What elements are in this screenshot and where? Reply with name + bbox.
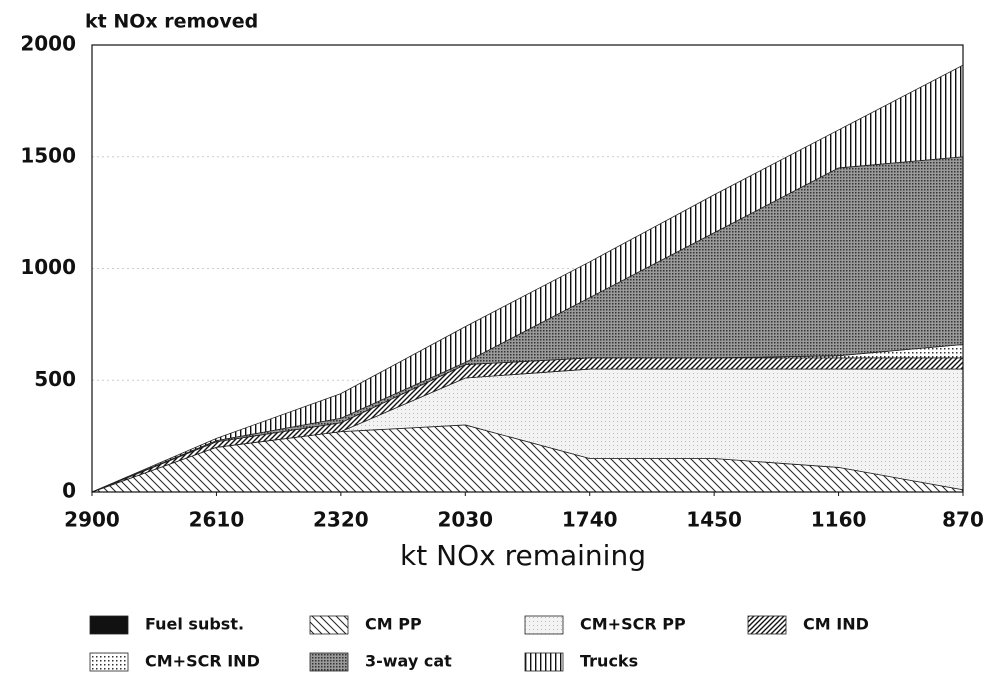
y-tick-label: 0 [62, 479, 76, 503]
x-tick-label: 2030 [437, 508, 493, 532]
x-tick-label: 2900 [64, 508, 120, 532]
y-axis-label: kt NOx removed [85, 11, 258, 33]
legend-swatch [309, 615, 349, 635]
legend-swatch [89, 615, 129, 635]
x-tick-label: 2610 [189, 508, 245, 532]
x-tick-label: 2320 [313, 508, 369, 532]
y-tick-label: 1000 [20, 255, 76, 279]
legend-swatch [89, 652, 129, 672]
x-tick-label: 1450 [686, 508, 742, 532]
legend-swatch [309, 652, 349, 672]
y-tick-label: 2000 [20, 32, 76, 56]
y-tick-label: 500 [34, 367, 76, 391]
legend-swatch [524, 615, 564, 635]
x-tick-label: 1740 [562, 508, 618, 532]
plot-frame [91, 44, 964, 493]
legend-swatch [524, 652, 564, 672]
legend-label: CM+SCR IND [145, 652, 260, 671]
x-tick-label: 870 [942, 508, 984, 532]
legend-label: CM IND [803, 615, 869, 634]
legend-label: CM PP [365, 615, 422, 634]
legend-label: CM+SCR PP [580, 615, 686, 634]
legend-label: Fuel subst. [145, 615, 244, 634]
legend-label: 3-way cat [365, 652, 452, 671]
legend-label: Trucks [580, 652, 638, 671]
y-tick-label: 1500 [20, 143, 76, 167]
x-axis-label: kt NOx remaining [400, 539, 646, 572]
legend-swatch [747, 615, 787, 635]
x-tick-label: 1160 [811, 508, 867, 532]
